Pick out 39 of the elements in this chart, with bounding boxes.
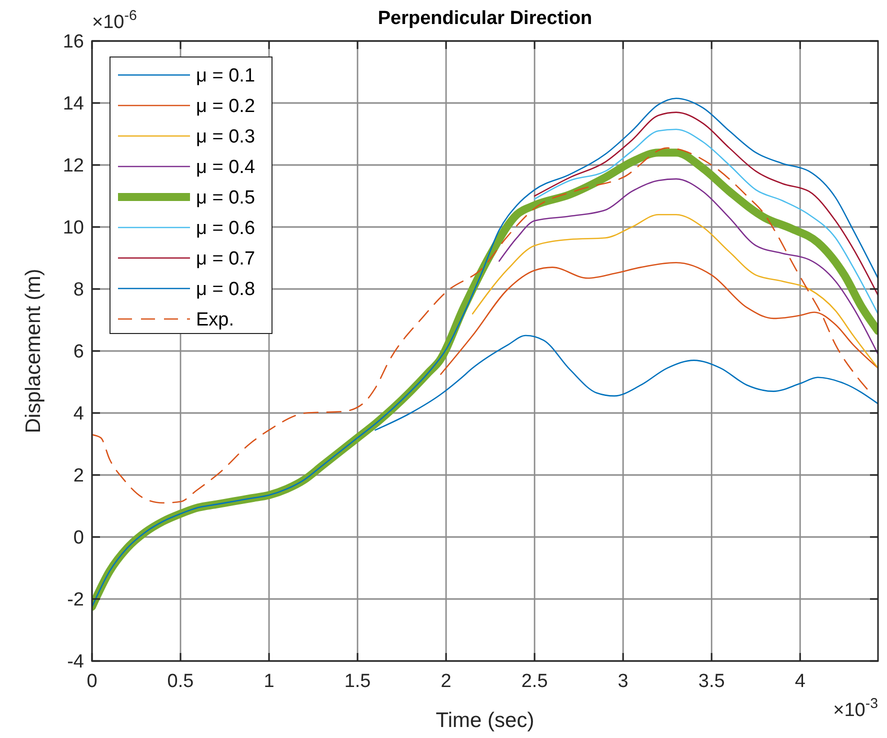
y-tick-label: 6: [73, 342, 84, 363]
legend-label: μ = 0.7: [196, 248, 256, 270]
chart-title: Perpendicular Direction: [378, 8, 592, 29]
y-tick-label: 4: [73, 404, 84, 425]
legend-label: Exp.: [196, 310, 234, 331]
x-tick-label: 1: [264, 671, 274, 692]
text: ×10$^{-6}$: [92, 8, 137, 33]
x-tick-label: 4: [794, 671, 806, 692]
line-series: [374, 334, 878, 431]
y-tick-label: 10: [62, 218, 84, 239]
x-tick-label: 0: [86, 671, 98, 692]
y-tick-label: 0: [73, 528, 84, 549]
x-tick-label: 1.5: [344, 671, 371, 692]
text: ×10$^{-3}$: [833, 696, 878, 721]
y-tick-label: -2: [67, 590, 84, 611]
line-series: [472, 214, 878, 369]
x-tick-label: 3.5: [698, 671, 725, 692]
x-axis-title: Time (sec): [436, 709, 534, 732]
line-series: [534, 112, 878, 296]
legend-label: μ = 0.6: [196, 218, 256, 240]
y-tick-label: 14: [62, 94, 84, 115]
y-tick-label: 12: [62, 156, 84, 177]
legend-label: μ = 0.2: [196, 96, 256, 118]
x-tick-label: 2.5: [521, 671, 548, 692]
legend-label: μ = 0.5: [196, 188, 256, 209]
line-series: [498, 178, 878, 355]
x-tick-label: 0.5: [167, 671, 194, 692]
legend-label: μ = 0.1: [196, 66, 256, 87]
legend-label: μ = 0.4: [196, 157, 256, 178]
line-series: [534, 128, 878, 314]
y-tick-label: 8: [73, 280, 84, 301]
y-tick-label: 2: [73, 466, 84, 487]
y-axis-title: Displacement (m): [22, 268, 45, 434]
x-tick-label: 3: [618, 671, 628, 692]
y-tick-label: -4: [67, 652, 84, 673]
y-tick-label: 16: [62, 32, 84, 53]
legend-label: μ = 0.3: [196, 126, 256, 148]
x-tick-label: 2: [440, 671, 452, 692]
legend-label: μ = 0.8: [196, 279, 256, 300]
